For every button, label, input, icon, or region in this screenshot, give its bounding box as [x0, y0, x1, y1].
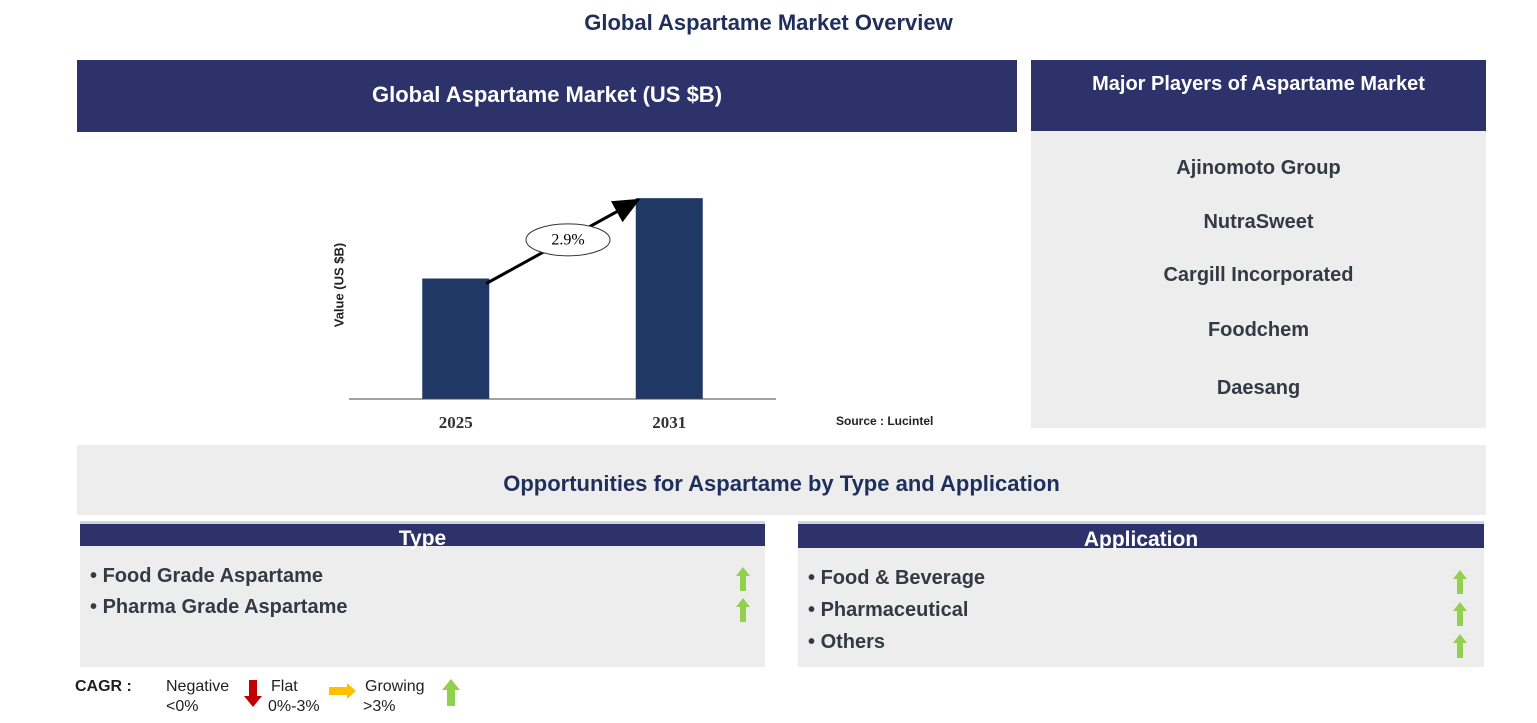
- up-arrow: [736, 598, 750, 622]
- growth-indicator: [736, 567, 750, 591]
- growing-arrow: [442, 679, 460, 706]
- legend-range: >3%: [363, 698, 396, 715]
- up-arrow: [1453, 570, 1467, 594]
- up-arrow: [1453, 634, 1467, 658]
- x-tick-label: 2031: [652, 413, 686, 432]
- legend-name: Negative: [166, 678, 230, 695]
- application-item: Food & Beverage: [808, 567, 985, 590]
- player-name: Foodchem: [1207, 319, 1310, 341]
- legend-name: Flat: [271, 678, 298, 695]
- player-name: Ajinomoto Group: [1176, 157, 1341, 179]
- player-name: NutraSweet: [1203, 211, 1314, 233]
- player-name: Cargill Incorporated: [1163, 264, 1354, 286]
- legend-range: <0%: [166, 698, 199, 715]
- growth-indicator: [1453, 634, 1467, 658]
- cagr-label: 2.9%: [551, 232, 584, 249]
- bar: [422, 278, 490, 399]
- players-panel: Ajinomoto Group NutraSweet Cargill Incorpo…: [1031, 131, 1486, 428]
- bar: [635, 198, 703, 399]
- up-arrow: [736, 567, 750, 591]
- legend-label: CAGR :: [75, 678, 132, 695]
- legend-name: Growing: [365, 678, 425, 695]
- type-panel: Type Food Grade Aspartame Pharma Grade As…: [80, 521, 765, 667]
- type-heading: Type: [80, 521, 765, 550]
- opportunities-heading: Opportunities for Aspartame by Type and …: [77, 445, 1486, 515]
- player-name: Daesang: [1216, 377, 1301, 399]
- application-heading: Application: [798, 521, 1484, 551]
- flat-arrow: [329, 683, 356, 699]
- application-panel: Application Food & Beverage Pharmaceutica…: [798, 521, 1484, 667]
- y-axis-label: Value (US $B): [331, 243, 346, 328]
- chart: 2025 2031 Value (US $B) 2.9% Source : Lucint…: [331, 198, 933, 432]
- growth-indicator: [1453, 570, 1467, 594]
- legend-range: 0%-3%: [268, 698, 320, 715]
- players-heading: Major Players of Aspartame Market: [1031, 60, 1486, 131]
- application-item: Others: [808, 631, 885, 654]
- page-title: Global Aspartame Market Overview: [584, 10, 953, 35]
- x-tick-label: 2025: [439, 413, 473, 432]
- up-arrow: [1453, 602, 1467, 626]
- source-label: Source : Lucintel: [836, 414, 933, 428]
- negative-arrow: [244, 680, 262, 707]
- market-heading: Global Aspartame Market (US $B): [77, 60, 1017, 132]
- type-item: Pharma Grade Aspartame: [90, 596, 348, 619]
- application-item: Pharmaceutical: [808, 599, 969, 622]
- growth-indicator: [736, 598, 750, 622]
- growth-indicator: [1453, 602, 1467, 626]
- type-item: Food Grade Aspartame: [90, 565, 323, 588]
- cagr-bubble: [525, 223, 611, 257]
